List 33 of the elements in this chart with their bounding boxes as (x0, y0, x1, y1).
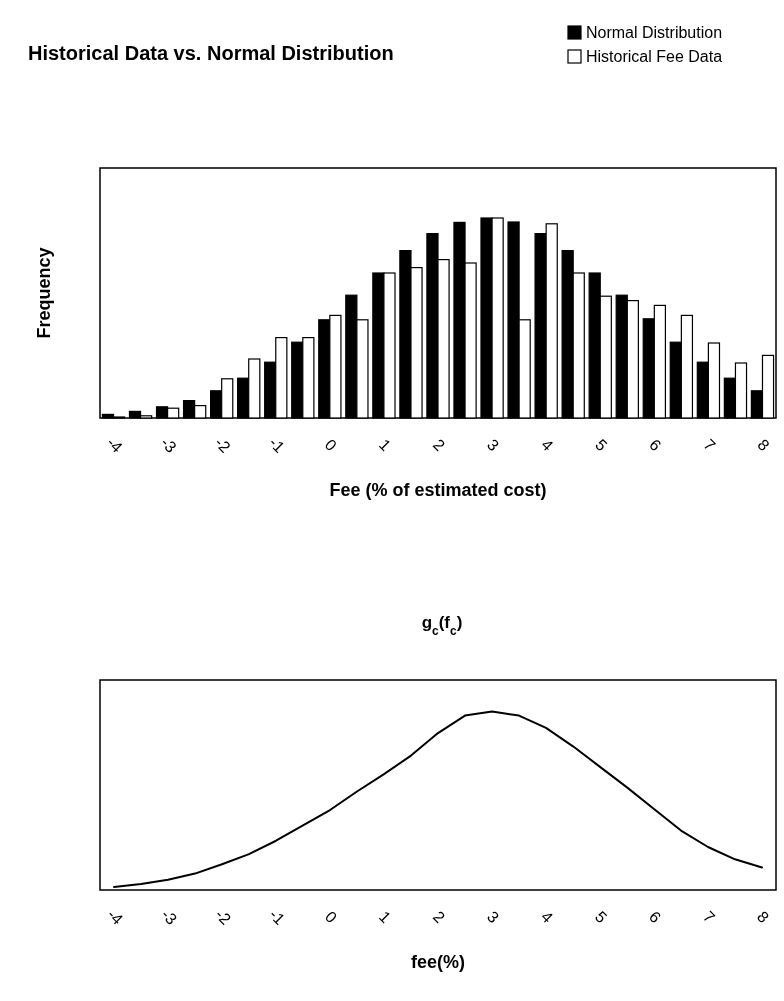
x-tick-label: 5 (591, 907, 611, 927)
x-tick-label: 4 (538, 435, 557, 455)
x-tick-label: -1 (265, 433, 288, 457)
x-axis-title: Fee (% of estimated cost) (329, 480, 547, 500)
x-tick-label: 4 (537, 907, 557, 927)
x-tick-label: -4 (104, 905, 127, 929)
x-tick-label: -4 (103, 433, 126, 457)
x-tick-label: -2 (212, 905, 235, 929)
x-tick-label: 3 (483, 435, 503, 455)
x-tick-label: 6 (646, 435, 665, 455)
x-tick-label: 8 (753, 907, 773, 927)
x-tick-label: -3 (157, 433, 180, 457)
x-tick-label: 7 (700, 435, 719, 455)
x-tick-label: 1 (375, 907, 395, 927)
x-tick-label: 0 (321, 435, 341, 455)
x-tick-label: 1 (375, 435, 395, 455)
legend-label: Normal Distribution (586, 24, 723, 41)
x-tick-label: 6 (645, 907, 665, 927)
x-tick-label: 2 (429, 435, 449, 455)
y-axis-title: Frequency (34, 247, 54, 339)
x-tick-label: 2 (429, 907, 449, 927)
legend-label: Historical Fee Data (586, 48, 723, 65)
chart-title: g$_{c}$(f$_{c}$) (421, 613, 463, 638)
x-tick-label: 5 (592, 435, 611, 455)
x-tick-label: 3 (483, 907, 503, 927)
x-tick-label: 7 (699, 907, 719, 927)
chart-title: Historical Data vs. Normal Distribution (28, 42, 394, 64)
x-tick-label: -1 (266, 905, 289, 929)
x-tick-label: 0 (321, 907, 341, 927)
x-tick-label: -2 (211, 433, 234, 457)
x-axis-title: fee(%) (410, 952, 466, 972)
x-tick-label: -3 (158, 905, 181, 929)
x-tick-label: 8 (754, 435, 773, 455)
